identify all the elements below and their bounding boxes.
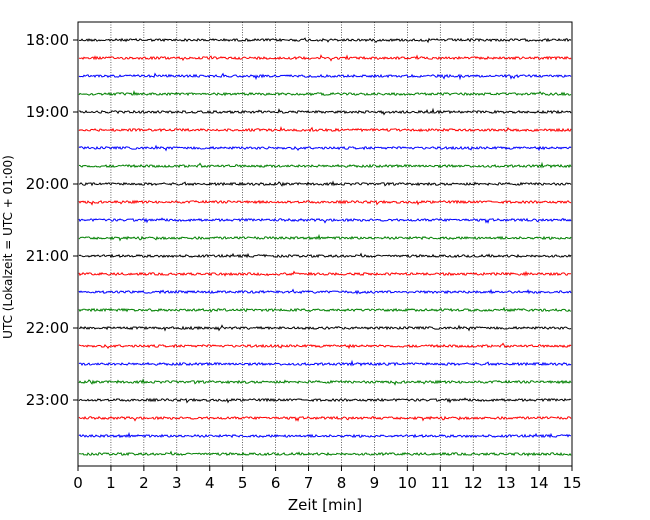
x-tick-label: 4 xyxy=(205,474,215,492)
y-tick-label: 20:00 xyxy=(26,175,69,193)
seismogram-trace xyxy=(78,431,572,439)
plot-frame xyxy=(77,21,573,467)
x-axis: 0 1 2 3 4 5 6 7 8 9 10 11 12 13 14 15 xyxy=(73,466,582,492)
seismogram-trace xyxy=(78,450,572,457)
x-tick-label: 11 xyxy=(431,474,450,492)
trace-group xyxy=(78,37,572,457)
y-axis: 18:00 19:00 20:00 21:00 22:00 23:00 xyxy=(26,31,78,409)
seismogram-trace xyxy=(78,217,572,224)
seismogram-trace xyxy=(78,37,572,44)
x-tick-label: 7 xyxy=(304,474,314,492)
y-tick-label: 22:00 xyxy=(26,319,69,337)
seismogram-trace xyxy=(78,144,572,152)
x-tick-label: 8 xyxy=(337,474,347,492)
x-tick-label: 9 xyxy=(370,474,380,492)
x-tick-label: 14 xyxy=(530,474,549,492)
x-axis-label: Zeit [min] xyxy=(288,496,362,514)
seismogram-trace xyxy=(78,199,572,206)
seismogram-trace xyxy=(78,378,572,386)
seismogram-trace xyxy=(78,252,572,259)
x-tick-label: 0 xyxy=(73,474,83,492)
seismogram-trace xyxy=(78,125,572,133)
grid-lines xyxy=(110,22,540,466)
x-tick-label: 2 xyxy=(139,474,149,492)
seismogram-trace xyxy=(78,180,572,187)
seismogram-trace xyxy=(78,342,572,350)
x-tick-label: 6 xyxy=(271,474,281,492)
seismogram-trace xyxy=(78,161,572,169)
seismogram-trace xyxy=(78,306,572,313)
seismogram-trace xyxy=(78,288,572,295)
y-tick-label: 19:00 xyxy=(26,103,69,121)
seismogram-trace xyxy=(78,270,572,277)
seismogram-trace xyxy=(78,54,572,62)
seismogram-trace xyxy=(78,90,572,97)
x-tick-label: 12 xyxy=(464,474,483,492)
x-tick-label: 15 xyxy=(562,474,581,492)
seismogram-trace xyxy=(78,233,572,242)
x-tick-label: 1 xyxy=(106,474,116,492)
seismogram-trace xyxy=(78,415,572,422)
seismogram-trace xyxy=(78,107,572,116)
x-tick-label: 3 xyxy=(172,474,182,492)
seismogram-trace xyxy=(78,397,572,404)
seismogram-trace xyxy=(78,72,572,81)
x-tick-label: 13 xyxy=(497,474,516,492)
seismogram-trace xyxy=(78,324,572,332)
y-axis-label: UTC (Lokalzeit = UTC + 01:00) xyxy=(1,155,15,339)
seismogram-trace xyxy=(78,359,572,367)
x-tick-label: 10 xyxy=(398,474,417,492)
y-tick-label: 18:00 xyxy=(26,31,69,49)
x-tick-label: 5 xyxy=(238,474,248,492)
y-tick-label: 21:00 xyxy=(26,247,69,265)
y-tick-label: 23:00 xyxy=(26,391,69,409)
